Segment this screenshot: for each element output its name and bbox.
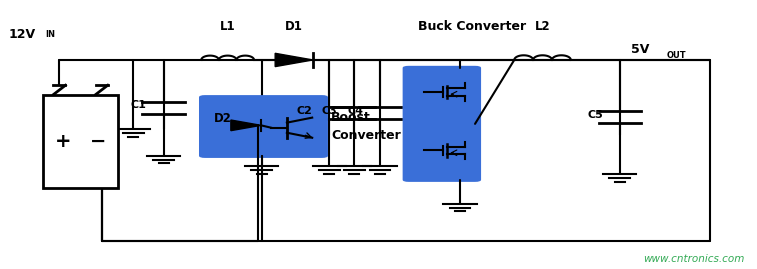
Text: 12V: 12V [9,28,36,41]
Text: L1: L1 [220,20,235,33]
Text: D1: D1 [285,20,303,33]
Text: C3: C3 [322,105,338,116]
Polygon shape [231,120,261,131]
Text: www.cntronics.com: www.cntronics.com [643,254,744,264]
Bar [43,95,118,188]
FancyBboxPatch shape [403,66,481,182]
Text: IN: IN [45,30,55,39]
Text: 5V: 5V [631,43,650,56]
Text: −: − [90,132,106,151]
Text: D2: D2 [213,112,232,125]
Text: C1: C1 [131,100,147,110]
Text: Converter: Converter [331,129,400,142]
Text: OUT: OUT [667,51,687,61]
Polygon shape [276,53,313,67]
Text: C2: C2 [297,105,313,116]
Text: Buck Converter: Buck Converter [418,20,526,33]
Text: C5: C5 [587,109,603,119]
Polygon shape [233,101,290,115]
FancyBboxPatch shape [199,95,328,158]
Text: +: + [55,132,71,151]
Text: L2: L2 [534,20,550,33]
Text: C4: C4 [347,105,363,116]
Text: Boost: Boost [331,111,371,124]
